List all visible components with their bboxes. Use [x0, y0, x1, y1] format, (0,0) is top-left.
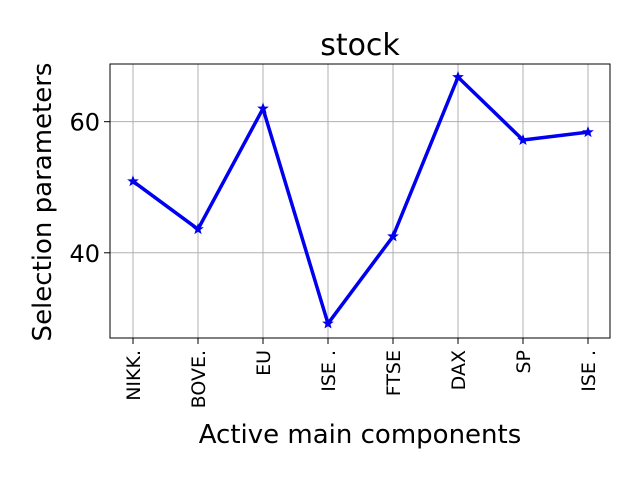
x-axis-label: Active main components [199, 420, 522, 450]
data-point-marker [452, 70, 464, 83]
x-axis: NIKK. BOVE. EU ISE . FTSE DAX SP ISE . [123, 338, 600, 408]
y-axis: 40 60 [69, 109, 110, 268]
x-tick-label: ISE . [578, 350, 600, 392]
data-point-marker [257, 102, 269, 114]
data-point-marker [517, 133, 529, 146]
x-tick-label: EU [253, 350, 275, 376]
grid [110, 64, 610, 338]
series-group [127, 70, 594, 329]
x-tick-label: FTSE [383, 350, 405, 396]
x-tick-label: BOVE. [188, 350, 210, 408]
data-point-marker [387, 230, 399, 242]
x-tick-label: ISE . [318, 350, 340, 392]
chart-title: stock [320, 28, 400, 63]
y-axis-label: Selection parameters [28, 63, 58, 342]
series-line [131, 75, 589, 326]
data-point-marker [192, 223, 204, 235]
data-point-marker [322, 317, 334, 329]
data-point-marker [127, 175, 139, 187]
x-tick-label: DAX [448, 350, 470, 390]
x-tick-label: SP [513, 350, 535, 374]
y-tick-label: 60 [69, 109, 100, 137]
x-tick-label: NIKK. [123, 350, 145, 401]
plot-frame [109, 63, 611, 339]
data-point-marker [582, 126, 594, 138]
y-tick-label: 40 [69, 240, 100, 268]
